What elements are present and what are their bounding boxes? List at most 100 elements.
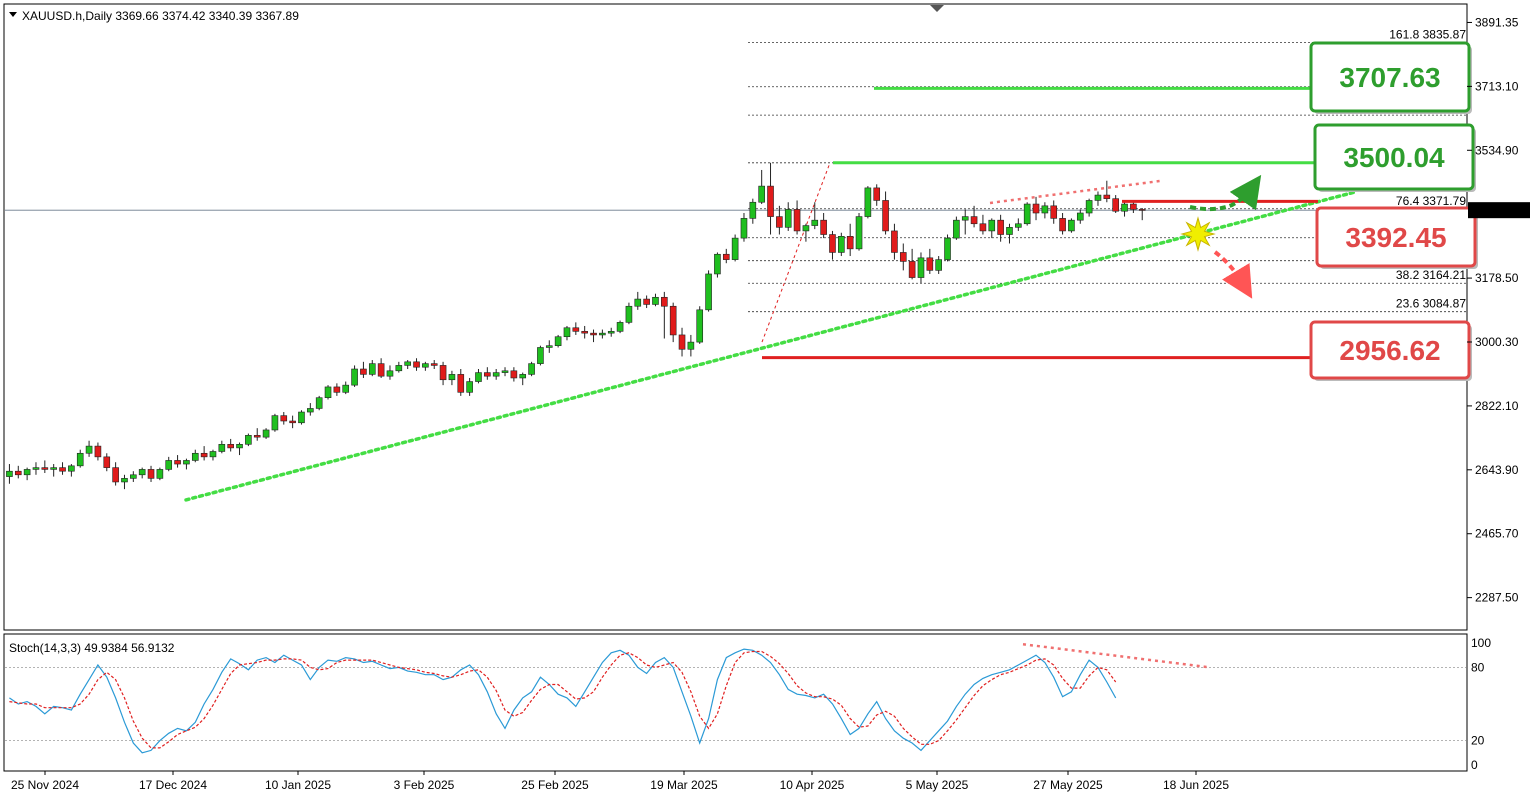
horizontal-levels: 3707.63 3500.04 3392.45 2956.62 bbox=[762, 41, 1478, 381]
price-panel-frame bbox=[3, 3, 1468, 631]
candle-body bbox=[891, 230, 898, 253]
candle bbox=[1094, 191, 1102, 206]
level-box-frame bbox=[1315, 206, 1477, 268]
candle-body bbox=[360, 368, 367, 375]
candle bbox=[997, 214, 1004, 242]
candle bbox=[1032, 196, 1040, 221]
candle-body bbox=[634, 298, 642, 307]
candle bbox=[351, 365, 358, 387]
candle bbox=[395, 361, 403, 373]
x-tick-label: 27 May 2025 bbox=[1033, 778, 1103, 792]
candle bbox=[528, 361, 535, 377]
candle-body bbox=[537, 347, 544, 364]
candle bbox=[41, 460, 49, 473]
candle-body bbox=[23, 469, 31, 476]
candle bbox=[882, 191, 889, 235]
candle-body bbox=[802, 225, 810, 232]
candle bbox=[112, 462, 119, 486]
candle bbox=[784, 202, 792, 231]
stoch-y-tick-label: 100 bbox=[1471, 636, 1491, 650]
candle-body bbox=[76, 452, 84, 467]
candle-body bbox=[572, 327, 580, 332]
candle-body bbox=[174, 460, 181, 465]
candle bbox=[165, 456, 173, 472]
candle-body bbox=[94, 445, 102, 458]
candle bbox=[652, 293, 659, 307]
candle-body bbox=[262, 429, 270, 438]
candle-body bbox=[130, 474, 137, 479]
candle bbox=[191, 449, 199, 463]
candle-body bbox=[590, 332, 597, 336]
candle bbox=[537, 345, 544, 366]
level-box: 3707.63 bbox=[1309, 41, 1472, 114]
candle bbox=[793, 200, 801, 235]
candle-body bbox=[776, 216, 783, 228]
candle-body bbox=[1085, 200, 1093, 214]
candle bbox=[1006, 223, 1013, 244]
y-tick-label: 3891.35 bbox=[1475, 15, 1519, 29]
candle bbox=[1103, 180, 1111, 203]
candle-body bbox=[307, 408, 314, 413]
candle bbox=[430, 360, 438, 369]
candle-body bbox=[1138, 209, 1146, 211]
level-box-frame bbox=[1309, 41, 1471, 113]
candle-body bbox=[563, 327, 571, 338]
y-tick-label: 3000.30 bbox=[1475, 335, 1519, 349]
candle bbox=[1121, 202, 1128, 217]
candle-body bbox=[749, 201, 757, 219]
candle-body bbox=[740, 218, 748, 239]
candle bbox=[625, 302, 633, 325]
candle-body bbox=[368, 363, 376, 375]
level-box-frame bbox=[1309, 320, 1471, 380]
candle bbox=[271, 413, 279, 432]
candle bbox=[714, 252, 721, 278]
fib-swing-line bbox=[761, 162, 831, 343]
candle-body bbox=[908, 261, 916, 278]
candle bbox=[926, 248, 934, 274]
candle bbox=[899, 243, 907, 271]
candle bbox=[218, 440, 226, 454]
candle bbox=[413, 358, 420, 371]
y-tick-label: 2822.10 bbox=[1475, 399, 1519, 413]
candle-body bbox=[758, 185, 765, 203]
candle-body bbox=[988, 219, 996, 232]
candle bbox=[749, 198, 757, 224]
level-box-label: 3707.63 bbox=[1339, 62, 1440, 93]
candle bbox=[917, 252, 925, 283]
candle-body bbox=[218, 444, 226, 452]
candle bbox=[1041, 202, 1049, 219]
candle bbox=[722, 248, 730, 264]
candle bbox=[183, 458, 190, 470]
candle bbox=[802, 223, 810, 242]
candle-body bbox=[935, 259, 942, 271]
scroll-marker-icon[interactable] bbox=[930, 5, 944, 12]
candle-body bbox=[147, 469, 155, 479]
last-price-tag bbox=[1468, 202, 1530, 219]
candle bbox=[209, 449, 217, 461]
candle bbox=[307, 403, 314, 416]
candle-body bbox=[722, 253, 730, 260]
candle-body bbox=[271, 415, 279, 431]
level-box-frame bbox=[1313, 123, 1475, 191]
candle-body bbox=[492, 372, 500, 377]
candle-body bbox=[315, 397, 323, 409]
candle-body bbox=[873, 187, 881, 201]
candle bbox=[439, 361, 447, 386]
candle-body bbox=[545, 345, 553, 348]
candle-body bbox=[970, 216, 978, 225]
candle bbox=[32, 462, 40, 475]
candle bbox=[360, 361, 367, 378]
candle-body bbox=[811, 219, 819, 226]
candle bbox=[6, 464, 13, 484]
candle-body bbox=[581, 331, 588, 334]
candle-body bbox=[209, 451, 217, 458]
candle-body bbox=[926, 257, 934, 271]
candle-body bbox=[669, 305, 677, 336]
candle-body bbox=[475, 372, 482, 382]
candle bbox=[758, 169, 765, 205]
collapse-triangle-icon[interactable] bbox=[9, 12, 17, 17]
candle-body bbox=[1041, 205, 1049, 214]
candle bbox=[838, 232, 845, 257]
x-tick-label: 3 Feb 2025 bbox=[394, 778, 455, 792]
candle bbox=[280, 412, 288, 425]
